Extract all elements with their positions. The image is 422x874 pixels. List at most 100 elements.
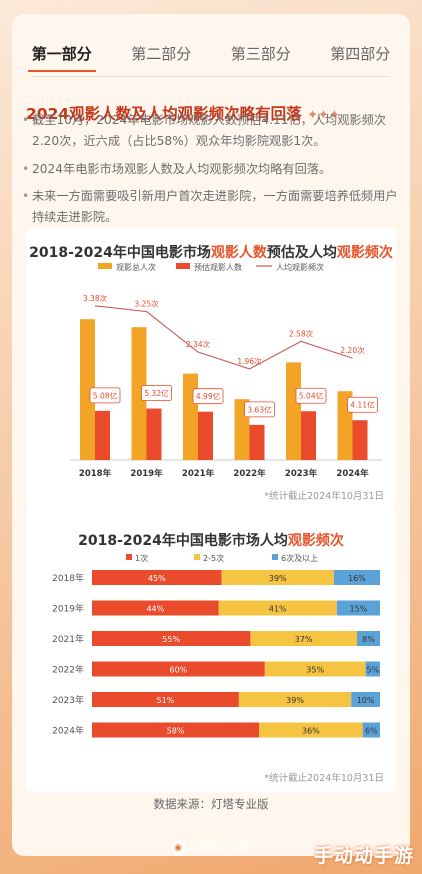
freq-label-2: 2.34次 — [186, 339, 211, 349]
seg-label-3-0: 60% — [170, 666, 188, 675]
brand-name: 灯塔研究院 — [188, 839, 251, 854]
chart1-title-part1: 2018-2024年中国电影市场 — [29, 245, 211, 261]
audience-label-box-5 — [347, 396, 378, 413]
watermark: 手动动手游 — [313, 845, 414, 867]
chart1-note: *统计截止2024年10月31日 — [264, 491, 384, 502]
audience-label-2: 4.99亿 — [196, 391, 221, 401]
seg-1-0 — [92, 600, 219, 616]
chart1-title: 2018-2024年中国电影市场观影人数预估及人均观影频次 — [26, 242, 396, 262]
freq-label-1: 3.25次 — [134, 299, 159, 309]
seg-label-4-0: 51% — [157, 696, 175, 705]
bar-audience-4 — [301, 411, 316, 460]
chart2-panel: 2018-2024年中国电影市场人均观影频次 1次 2-5次 6次及以上 2018年 4… — [26, 508, 396, 792]
freq-label-0: 3.38次 — [83, 293, 108, 303]
x-tick-3: 2022年 — [233, 468, 266, 479]
seg-label-5-1: 36% — [302, 727, 320, 736]
legend2-label-2: 6次及以上 — [281, 554, 318, 563]
bar-total-0 — [80, 319, 95, 460]
x-tick-4: 2023年 — [285, 468, 318, 479]
x-tick-0: 2018年 — [79, 468, 112, 479]
x-tick-2: 2021年 — [182, 468, 215, 479]
legend2-swatch-2 — [272, 554, 278, 560]
seg-1-2 — [336, 600, 380, 616]
bar-total-1 — [131, 327, 147, 460]
seg-0-2 — [333, 570, 380, 585]
seg-3-1 — [264, 661, 366, 677]
seg-4-2 — [351, 692, 380, 707]
row-label-1: 2019年 — [52, 603, 84, 615]
tab-part-1[interactable]: 第一部分 — [27, 41, 96, 72]
seg-5-2 — [362, 722, 380, 738]
chart1-svg: 观影总人次 预估观影人数 人均观影频次 5.08亿 3.38次 2018年 5.32亿 3.2… — [70, 262, 382, 479]
seg-label-3-2: 5% — [366, 666, 379, 675]
freq-label-5: 2.20次 — [340, 345, 365, 355]
audience-label-box-2 — [192, 388, 224, 405]
row-label-2: 2021年 — [52, 633, 84, 645]
tab-part-4[interactable]: 第四部分 — [330, 44, 391, 63]
seg-1-1 — [218, 600, 337, 616]
x-tick-5: 2024年 — [336, 468, 369, 479]
legend2-label-0: 1次 — [135, 554, 148, 563]
legend2-swatch-0 — [126, 554, 132, 560]
seg-label-1-1: 41% — [269, 605, 287, 614]
seg-5-1 — [259, 722, 363, 738]
audience-label-1: 5.32亿 — [144, 388, 169, 398]
row-label-0: 2018年 — [52, 572, 84, 584]
audience-label-0: 5.08亿 — [93, 390, 118, 400]
seg-label-5-0: 58% — [167, 727, 185, 736]
infographic-card: 第一部分 第二部分 第三部分 第四部分 2024观影人数及人均观影频次略有回落 … — [12, 14, 410, 856]
bullet-1: 截至10月，2024年电影市场观影人数预估4.11亿，人均观影频次2.20次，近… — [22, 110, 402, 152]
seg-2-2 — [356, 631, 380, 646]
x-tick-1: 2019年 — [130, 468, 163, 479]
chart1-panel: 2018-2024年中国电影市场观影人数预估及人均观影频次 观影总人次 预估观影人… — [26, 228, 396, 510]
seg-4-1 — [238, 692, 352, 707]
chart2-svg: 1次 2-5次 6次及以上 2018年 45% 39% 16% 2019年 44% 41% 15% 2… — [52, 554, 380, 738]
seg-label-0-2: 16% — [348, 574, 366, 583]
seg-label-3-1: 35% — [306, 666, 324, 675]
seg-label-2-1: 37% — [295, 635, 313, 644]
row-label-4: 2023年 — [52, 694, 84, 706]
legend-label-2: 人均观影频次 — [276, 262, 324, 272]
seg-4-0 — [92, 692, 239, 707]
seg-label-4-2: 10% — [357, 696, 375, 705]
brand-logo: ◉ 灯塔研究院 — [12, 836, 410, 855]
bar-audience-3 — [249, 424, 265, 460]
audience-label-box-1 — [141, 385, 172, 401]
legend-label-0: 观影总人次 — [116, 262, 156, 272]
chart2-title-part1: 2018-2024年中国电影市场人均 — [78, 533, 288, 549]
bar-audience-2 — [198, 411, 213, 460]
seg-2-1 — [250, 631, 357, 646]
tab-part-2[interactable]: 第二部分 — [131, 44, 192, 63]
audience-label-box-4 — [295, 387, 327, 404]
legend-label-1: 预估观影人数 — [194, 262, 242, 272]
audience-label-box-0 — [89, 387, 121, 404]
legend2-swatch-1 — [194, 554, 200, 560]
audience-label-5: 4.11亿 — [350, 400, 375, 410]
chart1-title-part4: 观影频次 — [336, 245, 393, 261]
seg-3-2 — [365, 661, 380, 677]
seg-0-0 — [92, 570, 222, 585]
legend-swatch-1 — [176, 263, 190, 269]
seg-label-1-0: 44% — [146, 605, 164, 614]
chart2-note: *统计截止2024年10月31日 — [264, 773, 384, 784]
seg-5-0 — [92, 722, 260, 738]
bar-audience-5 — [352, 420, 368, 460]
row-label-3: 2022年 — [52, 664, 84, 676]
data-source: 数据来源：灯塔专业版 — [153, 797, 269, 811]
bar-audience-0 — [95, 410, 110, 460]
freq-line — [94, 305, 353, 370]
freq-label-4: 2.58次 — [289, 328, 314, 338]
seg-label-2-0: 55% — [162, 635, 180, 644]
chart1-title-part3: 预估及人均 — [266, 245, 337, 261]
seg-label-1-2: 15% — [350, 605, 368, 614]
row-label-5: 2024年 — [52, 725, 84, 737]
seg-3-0 — [92, 661, 265, 677]
seg-label-0-0: 45% — [148, 574, 166, 583]
seg-label-2-2: 8% — [362, 635, 375, 644]
audience-label-box-3 — [244, 401, 275, 418]
tab-part-3[interactable]: 第三部分 — [230, 44, 291, 63]
seg-label-4-1: 39% — [286, 696, 304, 705]
legend-swatch-0 — [98, 263, 112, 269]
bar-total-4 — [286, 362, 301, 460]
bar-audience-1 — [146, 408, 162, 460]
